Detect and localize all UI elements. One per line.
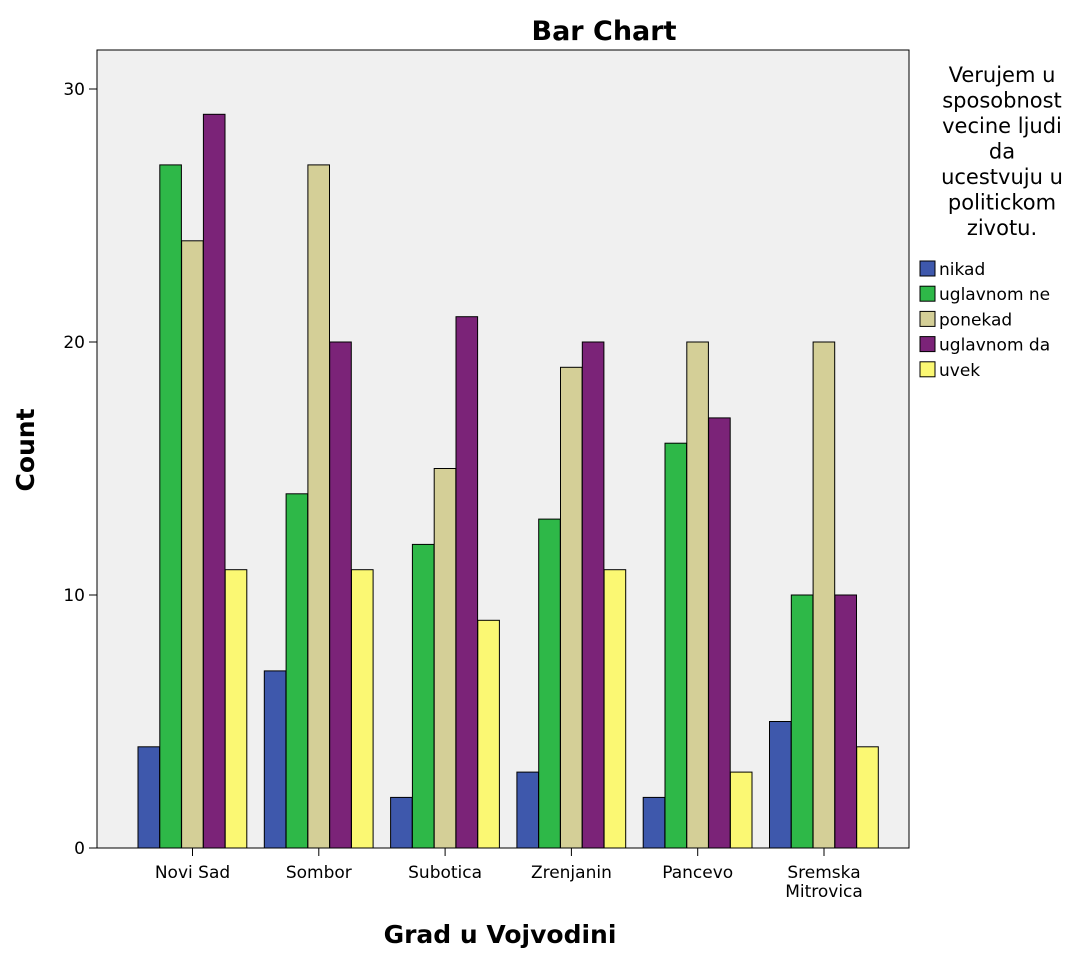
- bar-uglavnom-ne-1: [285, 493, 309, 849]
- y-tick-label: 0: [74, 839, 85, 859]
- x-tick-label: Subotica: [408, 863, 482, 883]
- x-tick-label: Pancevo: [662, 863, 733, 883]
- bar-uvek-2: [477, 619, 500, 849]
- bar-uvek-4: [729, 771, 753, 849]
- legend-swatch-uvek: [919, 361, 936, 378]
- y-tick-label: 30: [63, 80, 85, 100]
- bar-ponekad-2: [433, 468, 457, 849]
- x-tick-label: Novi Sad: [155, 863, 230, 883]
- bar-uglavnom-da-4: [708, 417, 731, 849]
- bar-uglavnom-ne-2: [411, 543, 435, 849]
- legend-title-line: vecine ljudi: [942, 114, 1062, 138]
- y-tick-label: 10: [63, 586, 85, 606]
- bar-nikad-3: [516, 771, 540, 849]
- bar-uglavnom-ne-5: [790, 594, 814, 849]
- legend-swatch-nikad: [919, 260, 936, 277]
- legend-label: uglavnom ne: [939, 285, 1050, 305]
- bar-uglavnom-da-5: [834, 594, 858, 849]
- bar-uglavnom-da-1: [329, 341, 352, 849]
- bar-uglavnom-da-3: [581, 341, 605, 849]
- bar-nikad-2: [390, 796, 413, 849]
- legend-title-line: ucestvuju u: [941, 165, 1063, 189]
- bar-uglavnom-da-0: [202, 113, 226, 849]
- bar-nikad-0: [137, 746, 161, 849]
- legend-title-line: da: [989, 140, 1015, 164]
- legend-title-line: sposobnost: [942, 89, 1062, 113]
- bar-uglavnom-ne-4: [664, 442, 688, 849]
- bars-layer: [137, 113, 879, 849]
- bar-uglavnom-ne-0: [159, 164, 182, 849]
- bar-nikad-5: [769, 721, 792, 849]
- legend-title-line: zivotu.: [967, 216, 1037, 240]
- bar-uvek-1: [351, 569, 374, 849]
- bar-ponekad-4: [686, 341, 709, 849]
- x-tick-label: Zrenjanin: [531, 863, 612, 883]
- x-tick-label: Sombor: [286, 863, 352, 883]
- bar-ponekad-0: [181, 240, 204, 849]
- bar-uvek-5: [856, 746, 879, 849]
- x-tick-label: Mitrovica: [785, 882, 863, 902]
- bar-ponekad-1: [307, 164, 330, 849]
- legend-label: ponekad: [939, 310, 1012, 330]
- bar-ponekad-3: [560, 366, 583, 849]
- bar-uglavnom-da-2: [455, 316, 479, 849]
- legend-swatch-uglavnom-ne: [919, 285, 936, 302]
- legend-title-line: politickom: [948, 191, 1056, 215]
- x-axis-title: Grad u Vojvodini: [384, 920, 617, 949]
- bar-nikad-4: [642, 796, 666, 849]
- bar-uvek-3: [603, 569, 627, 849]
- bar-nikad-1: [263, 670, 287, 849]
- bar-uvek-0: [224, 569, 248, 849]
- legend-label: uvek: [939, 361, 980, 381]
- legend-swatch-ponekad: [919, 310, 936, 327]
- x-tick-label: Sremska: [787, 863, 860, 883]
- bar-uglavnom-ne-3: [538, 518, 561, 849]
- x-axis: Novi Sad Sombor Subotica Zrenjanin Pancevo Sr…: [155, 848, 863, 902]
- y-axis: 0 10 20 30: [63, 80, 97, 859]
- legend-label: nikad: [939, 260, 985, 280]
- y-tick-label: 20: [63, 333, 85, 353]
- bar-ponekad-5: [812, 341, 836, 849]
- chart-title: Bar Chart: [532, 16, 677, 47]
- legend-title-line: Verujem u: [949, 63, 1056, 87]
- legend-label: uglavnom da: [939, 336, 1050, 356]
- y-axis-title: Count: [11, 408, 40, 491]
- legend-swatch-uglavnom-da: [919, 336, 936, 353]
